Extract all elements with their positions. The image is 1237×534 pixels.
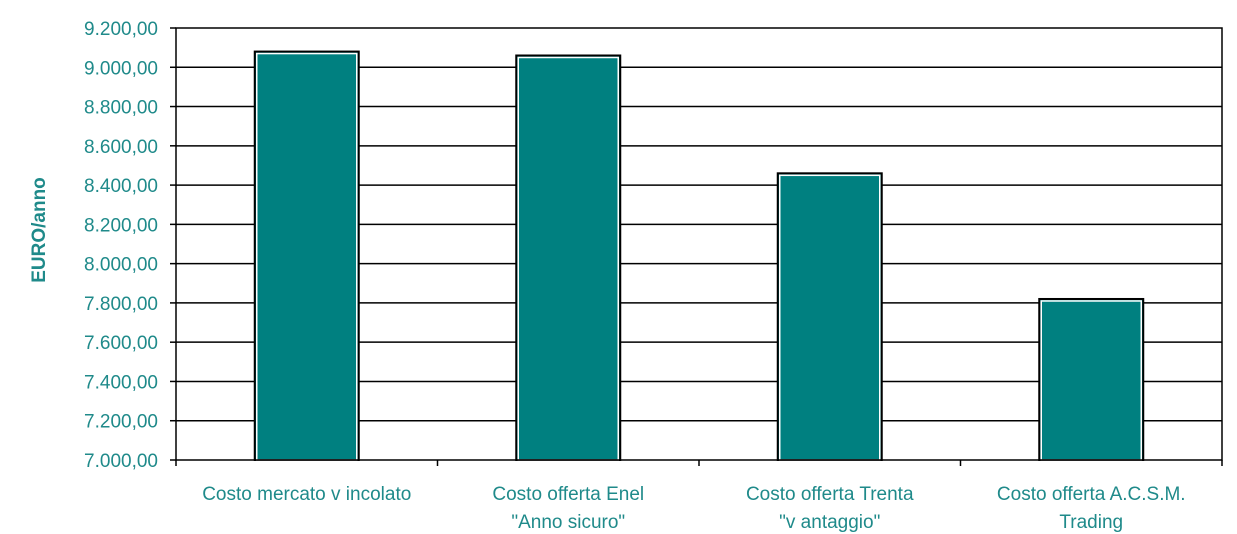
x-category-labels: Costo mercato v incolato Costo offerta En… (202, 484, 1185, 533)
x-category-label: Costo mercato v incolato (202, 484, 411, 505)
y-tick-label: 7.000,00 (84, 451, 158, 472)
y-tick-label: 8.000,00 (84, 255, 158, 276)
x-category-label: Costo offerta Enel (492, 484, 644, 505)
y-tick-label: 9.200,00 (84, 19, 158, 40)
y-tick-label: 8.200,00 (84, 215, 158, 236)
y-tick-labels: 7.000,00 7.200,00 7.400,00 7.600,00 7.800,00… (84, 19, 158, 472)
y-tick-label: 8.400,00 (84, 176, 158, 197)
y-tick-label: 7.200,00 (84, 412, 158, 433)
y-tick-label: 8.800,00 (84, 98, 158, 119)
y-tick-label: 7.400,00 (84, 372, 158, 393)
bars (253, 50, 1145, 462)
x-category-label: Costo offerta Trenta (746, 484, 914, 505)
bar (1038, 297, 1145, 461)
y-tick-label: 7.800,00 (84, 294, 158, 315)
y-tick-label: 7.600,00 (84, 333, 158, 354)
x-category-label: Costo offerta A.C.S.M. (997, 484, 1186, 505)
x-category-label: "v antaggio" (779, 512, 880, 533)
bar (253, 50, 360, 462)
axes (170, 27, 1223, 466)
bar (776, 172, 883, 462)
bar (515, 54, 622, 462)
y-axis-title: EURO/anno (29, 177, 50, 283)
y-tick-label: 8.600,00 (84, 137, 158, 158)
x-category-label: Trading (1059, 512, 1123, 533)
y-tick-label: 9.000,00 (84, 58, 158, 79)
x-category-label: "Anno sicuro" (511, 512, 625, 533)
